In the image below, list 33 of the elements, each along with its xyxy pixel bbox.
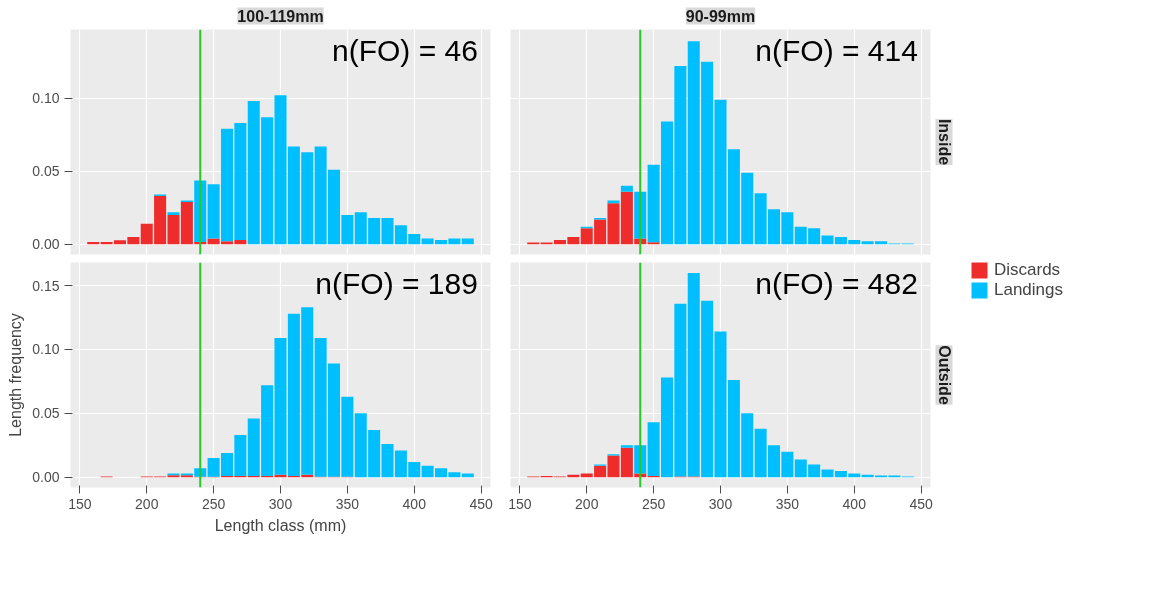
chart-title: 100-119mm (237, 7, 324, 25)
chart-title: 90-99mm (685, 7, 756, 25)
annotation: n(FO) = 414 (755, 34, 918, 67)
x-axis-title: Length class (mm) (214, 516, 347, 534)
annotation: n(FO) = 189 (315, 267, 478, 300)
y2-axis-title: Inside (935, 118, 953, 166)
y-tick-label: 0.05 (32, 405, 60, 422)
legend-label: Discards (994, 260, 1061, 280)
x-tick-label: 350 (335, 495, 360, 512)
x-tick-label: 200 (575, 495, 599, 512)
y-tick-label: 0.10 (32, 341, 60, 358)
x-tick-label: 300 (708, 495, 733, 512)
x-tick-label: 400 (402, 495, 427, 512)
y-tick-label: 0.10 (32, 90, 60, 107)
y-axis-title: Length frequency (7, 313, 25, 437)
x-tick-label: 250 (641, 495, 666, 512)
annotation: n(FO) = 482 (755, 267, 918, 300)
y-tick-label: 0.00 (32, 469, 60, 486)
y-tick-label: 0.15 (32, 277, 60, 294)
y-tick-label: 0.00 (32, 236, 60, 253)
x-tick-label: 200 (135, 495, 159, 512)
annotation: n(FO) = 46 (332, 34, 478, 67)
x-tick-label: 150 (68, 495, 92, 512)
x-tick-label: 450 (469, 495, 494, 512)
y-tick-label: 0.05 (32, 163, 60, 180)
x-tick-label: 350 (775, 495, 800, 512)
legend-label: Landings (994, 280, 1064, 300)
x-tick-label: 400 (842, 495, 867, 512)
x-tick-label: 150 (508, 495, 532, 512)
y2-axis-title: Outside (935, 345, 953, 405)
x-tick-label: 300 (268, 495, 293, 512)
x-tick-label: 450 (909, 495, 934, 512)
x-tick-label: 250 (201, 495, 226, 512)
